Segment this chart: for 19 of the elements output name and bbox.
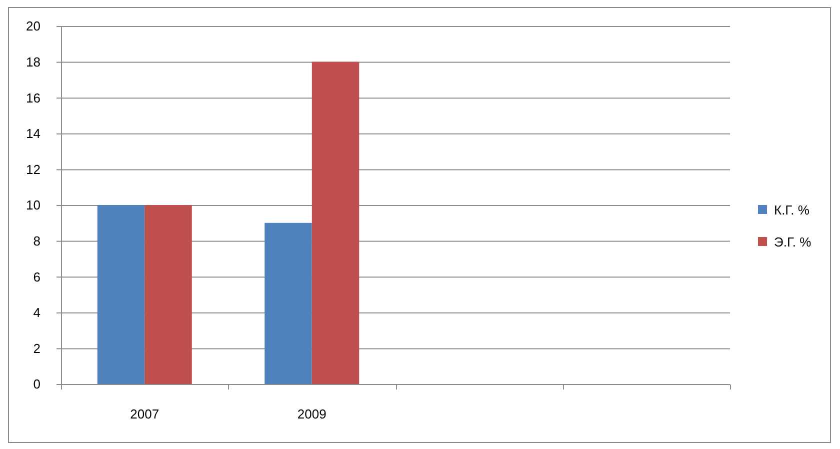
y-tick-label: 8 [33, 233, 40, 248]
bar [312, 62, 360, 384]
legend-label: К.Г. % [774, 202, 810, 218]
x-tick-label: 2007 [130, 406, 160, 422]
y-tick-label: 6 [33, 269, 40, 284]
y-tick-label: 20 [26, 18, 40, 34]
y-tick-label: 2 [33, 340, 40, 356]
y-tick-label: 0 [33, 376, 40, 392]
y-tick-label: 4 [33, 305, 40, 320]
legend-label: Э.Г. % [774, 234, 812, 250]
x-tick-label: 2009 [297, 406, 326, 422]
y-tick-label: 16 [26, 90, 40, 106]
bar [144, 205, 192, 384]
bar [264, 222, 312, 384]
y-tick-label: 12 [26, 162, 40, 177]
y-tick-label: 14 [26, 126, 40, 142]
y-tick-label: 18 [26, 54, 40, 70]
y-tick-label: 10 [26, 198, 40, 213]
bar [97, 205, 145, 384]
